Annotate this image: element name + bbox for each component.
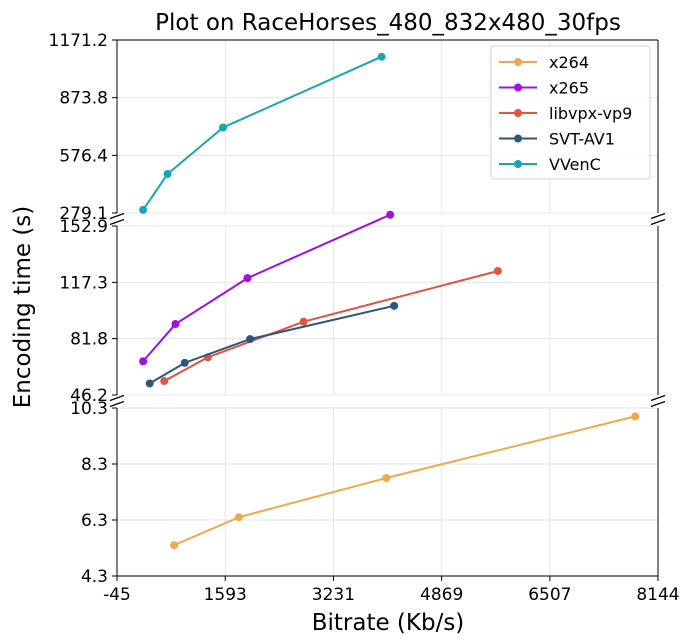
break-mark	[650, 400, 666, 408]
legend-entry-x264: x264	[499, 53, 589, 72]
series-line	[142, 213, 391, 362]
y-tick-label: 4.3	[81, 567, 108, 587]
series-svt-av1	[145, 301, 399, 388]
data-point	[382, 474, 391, 482]
data-point	[160, 377, 169, 386]
y-tick-label: 46.2	[70, 386, 108, 406]
break-mark	[650, 394, 666, 402]
x-tick-label: -45	[103, 585, 131, 605]
y-tick-label: 576.4	[59, 146, 108, 166]
y-tick-label: 117.3	[59, 273, 108, 293]
legend-entry-x265: x265	[499, 79, 589, 98]
data-point	[180, 358, 189, 367]
series-line	[149, 304, 395, 385]
axis-breaks	[109, 212, 666, 408]
series-line	[163, 270, 499, 382]
break-mark	[109, 218, 125, 226]
panel-background	[117, 408, 658, 576]
data-point	[163, 170, 172, 179]
panel-3: 4.3 6.3 8.3 10.3	[70, 399, 659, 587]
data-point	[171, 320, 180, 329]
break-mark	[109, 394, 125, 402]
series-line	[142, 55, 382, 211]
series-layer	[139, 52, 640, 550]
legend-entry-svt-av1: SVT-AV1	[499, 130, 615, 149]
data-point	[390, 301, 399, 310]
legend-label: x264	[549, 53, 589, 72]
x-axis: -45 1593 3231 4869 6507 8144	[103, 576, 680, 605]
break-mark	[109, 400, 125, 408]
data-point	[386, 210, 395, 219]
data-point	[170, 541, 179, 550]
legend-marker	[514, 83, 522, 92]
legend-entry-vvenc: VVenC	[499, 155, 601, 174]
y-tick-label: 1171.2	[49, 31, 108, 51]
panel-2: 46.2 81.8 117.3 152.9	[59, 217, 659, 406]
y-tick-label: 873.8	[59, 89, 108, 109]
legend-label: libvpx-vp9	[549, 104, 632, 123]
legend-marker	[514, 160, 522, 168]
y-tick-label: 152.9	[59, 217, 108, 237]
y-tick-label: 8.3	[81, 455, 108, 475]
data-point	[299, 317, 308, 326]
panel-background	[117, 226, 658, 395]
series-line	[173, 415, 636, 547]
x-axis-label: Bitrate (Kb/s)	[312, 610, 465, 636]
x-tick-label: 8144	[636, 585, 679, 605]
y-tick-label: 279.1	[59, 204, 108, 224]
series-x265	[139, 210, 395, 366]
legend-box	[490, 45, 651, 180]
break-mark	[109, 212, 125, 220]
series-x264	[170, 412, 640, 550]
data-point	[246, 335, 255, 344]
series-vvenc	[139, 52, 386, 214]
y-tick-label: 10.3	[70, 399, 108, 419]
legend-marker	[514, 134, 522, 143]
data-point	[139, 205, 148, 214]
x-tick-label: 4869	[420, 585, 463, 605]
legend-label: x265	[549, 79, 589, 98]
x-tick-label: 3231	[312, 585, 355, 605]
legend-entry-libvpx-vp9: libvpx-vp9	[499, 104, 632, 123]
data-point	[139, 357, 148, 366]
legend-label: VVenC	[549, 155, 601, 174]
legend-label: SVT-AV1	[549, 130, 615, 149]
y-axis-label: Encoding time (s)	[10, 206, 36, 409]
legend-marker	[514, 58, 522, 66]
y-tick-label: 6.3	[81, 511, 108, 531]
legend: x264 x265 libvpx-vp9 SVT-AV1 VVenC	[490, 45, 651, 180]
chart-title: Plot on RaceHorses_480_832x480_30fps	[155, 10, 621, 36]
x-tick-label: 1593	[204, 585, 247, 605]
data-point	[234, 513, 243, 522]
x-tick-label: 6507	[528, 585, 571, 605]
break-mark	[650, 218, 666, 226]
data-point	[493, 266, 502, 275]
break-mark	[650, 212, 666, 220]
data-point	[631, 412, 640, 421]
data-point	[219, 123, 228, 132]
legend-marker	[514, 109, 522, 117]
data-point	[243, 274, 252, 283]
data-point	[145, 379, 154, 388]
y-tick-label: 81.8	[70, 330, 108, 350]
data-point	[377, 52, 386, 61]
